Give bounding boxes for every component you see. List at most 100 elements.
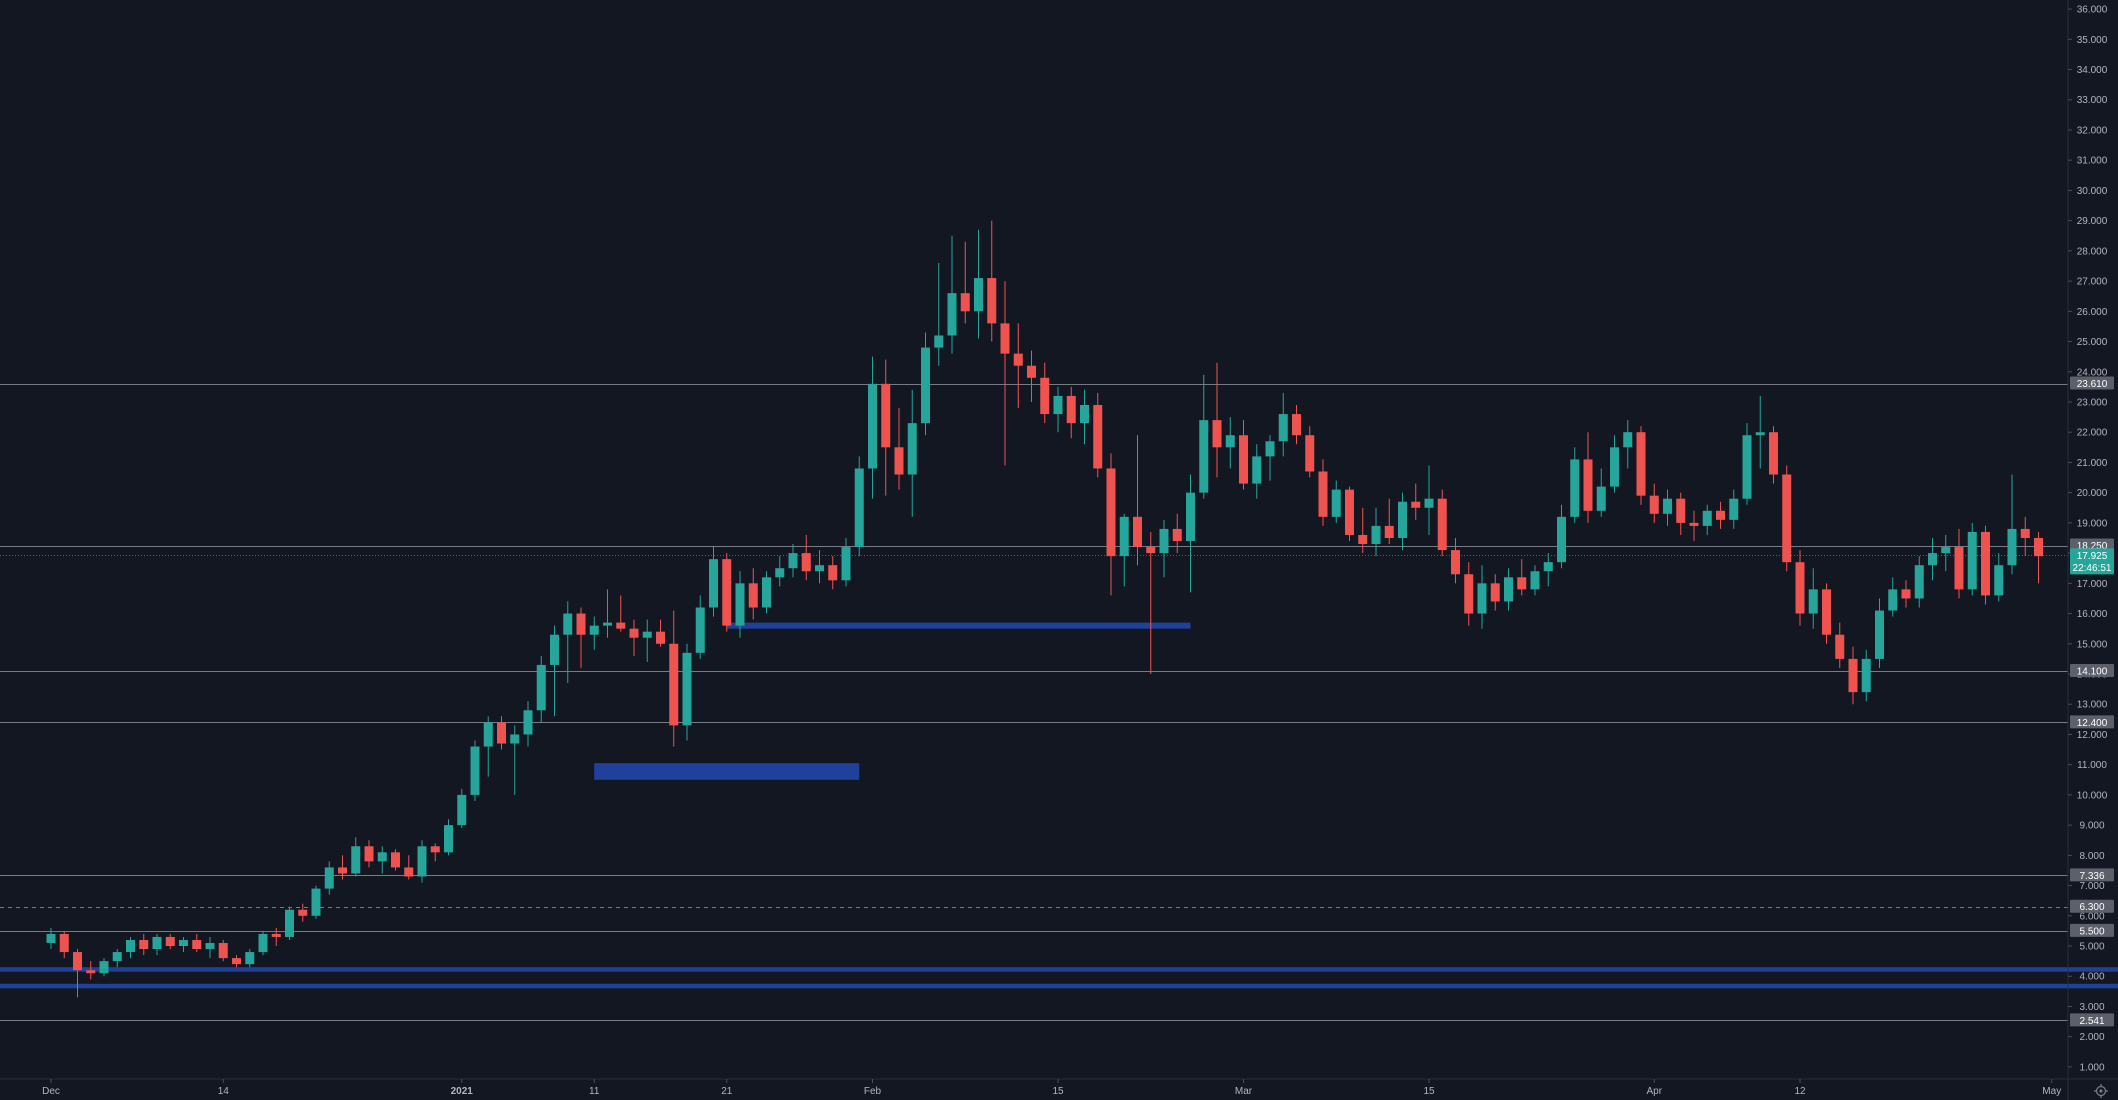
candle[interactable] xyxy=(987,220,997,342)
candle[interactable] xyxy=(218,939,228,962)
candle[interactable] xyxy=(1371,507,1381,557)
candle[interactable] xyxy=(1543,553,1553,587)
candle[interactable] xyxy=(497,716,506,750)
candle[interactable] xyxy=(1451,537,1460,584)
candle[interactable] xyxy=(563,601,573,684)
candle[interactable] xyxy=(1292,405,1301,445)
candle[interactable] xyxy=(1384,498,1394,545)
candle[interactable] xyxy=(112,949,122,968)
candle[interactable] xyxy=(391,849,400,871)
candle[interactable] xyxy=(377,846,387,874)
candle[interactable] xyxy=(1808,568,1818,629)
candle[interactable] xyxy=(1623,420,1633,469)
candle[interactable] xyxy=(828,556,838,590)
candle[interactable] xyxy=(444,819,453,856)
candle[interactable] xyxy=(603,589,612,638)
candle[interactable] xyxy=(245,949,255,968)
candle[interactable] xyxy=(974,229,983,339)
candle[interactable] xyxy=(1424,465,1434,535)
candle[interactable] xyxy=(589,616,599,650)
candle[interactable] xyxy=(1795,550,1805,626)
candle[interactable] xyxy=(1901,580,1911,608)
candle[interactable] xyxy=(1875,598,1884,668)
candle[interactable] xyxy=(1358,507,1368,554)
candle[interactable] xyxy=(1941,534,1951,572)
candle[interactable] xyxy=(1848,646,1858,705)
candle[interactable] xyxy=(748,568,758,620)
candle[interactable] xyxy=(1517,559,1527,596)
candle[interactable] xyxy=(1265,435,1275,481)
candle[interactable] xyxy=(1610,435,1619,493)
candle[interactable] xyxy=(1769,426,1778,484)
candle[interactable] xyxy=(1689,510,1699,542)
candle[interactable] xyxy=(642,619,652,662)
candle[interactable] xyxy=(1967,522,1977,596)
candle[interactable] xyxy=(1106,453,1116,596)
candle[interactable] xyxy=(1716,501,1725,529)
candle[interactable] xyxy=(921,332,930,436)
candle[interactable] xyxy=(616,595,626,632)
candle[interactable] xyxy=(417,840,427,883)
candle[interactable] xyxy=(1928,537,1937,581)
candle[interactable] xyxy=(894,408,904,490)
candle[interactable] xyxy=(576,607,586,668)
candle[interactable] xyxy=(205,936,215,959)
candle[interactable] xyxy=(1239,420,1248,490)
candle[interactable] xyxy=(709,547,718,617)
candle[interactable] xyxy=(1822,583,1831,644)
candle[interactable] xyxy=(99,958,109,977)
candle[interactable] xyxy=(854,456,864,557)
candle[interactable] xyxy=(1345,486,1354,542)
candle[interactable] xyxy=(364,840,374,868)
candle[interactable] xyxy=(232,955,241,968)
candle[interactable] xyxy=(1954,528,1964,599)
candle[interactable] xyxy=(258,930,268,956)
candle[interactable] xyxy=(1093,392,1103,478)
candle[interactable] xyxy=(1994,553,2004,602)
candle[interactable] xyxy=(1583,432,1593,523)
candle[interactable] xyxy=(1252,444,1262,499)
candle[interactable] xyxy=(1146,531,1156,674)
candle[interactable] xyxy=(629,619,639,656)
candle[interactable] xyxy=(815,550,824,584)
candle[interactable] xyxy=(1477,565,1487,629)
candle[interactable] xyxy=(1199,374,1209,499)
candle[interactable] xyxy=(1570,447,1580,523)
candle[interactable] xyxy=(1702,504,1712,535)
candle[interactable] xyxy=(1636,426,1646,505)
candle[interactable] xyxy=(1490,574,1500,611)
candle[interactable] xyxy=(682,643,692,741)
candle[interactable] xyxy=(1331,480,1341,523)
candle[interactable] xyxy=(271,927,281,947)
candle[interactable] xyxy=(669,610,679,747)
candle[interactable] xyxy=(2034,531,2043,584)
candle[interactable] xyxy=(165,933,175,950)
time-axis[interactable]: Dec1420211121Feb15Mar15Apr12May17Jun14Ju… xyxy=(42,1079,2118,1097)
candle[interactable] xyxy=(285,906,294,940)
candle[interactable] xyxy=(1782,465,1792,572)
candle[interactable] xyxy=(1159,519,1169,578)
candle[interactable] xyxy=(1040,362,1050,424)
candle[interactable] xyxy=(338,855,347,880)
candle[interactable] xyxy=(1027,350,1036,402)
candle[interactable] xyxy=(947,235,957,354)
candle[interactable] xyxy=(1013,323,1023,409)
candle[interactable] xyxy=(126,936,135,959)
candle[interactable] xyxy=(1000,281,1010,466)
candle[interactable] xyxy=(1596,468,1606,517)
candle[interactable] xyxy=(1133,435,1142,566)
gear-icon[interactable] xyxy=(2094,1084,2108,1098)
candle[interactable] xyxy=(1186,474,1195,593)
candle[interactable] xyxy=(1649,483,1659,523)
candle[interactable] xyxy=(1557,504,1566,569)
candle[interactable] xyxy=(1464,562,1474,626)
candle[interactable] xyxy=(1676,492,1686,535)
candle[interactable] xyxy=(1835,622,1845,668)
candle[interactable] xyxy=(1318,459,1328,526)
candle[interactable] xyxy=(934,262,944,366)
candle[interactable] xyxy=(1729,489,1739,529)
candle[interactable] xyxy=(1755,395,1765,469)
candle[interactable] xyxy=(1504,568,1513,611)
candle[interactable] xyxy=(457,788,467,829)
